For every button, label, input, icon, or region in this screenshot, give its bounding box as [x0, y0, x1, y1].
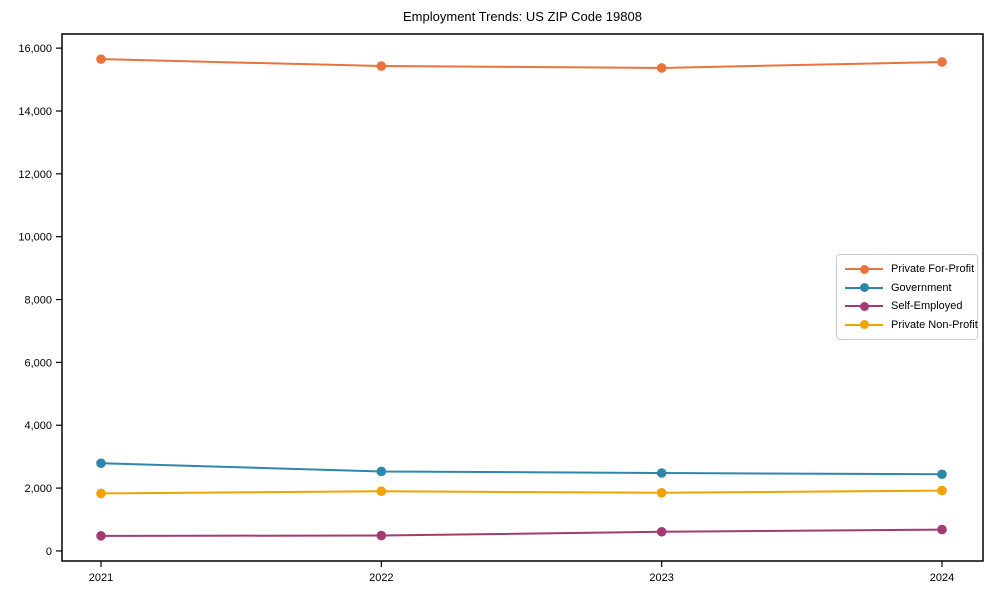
series-line-private-non-profit [100, 489, 943, 495]
y-tick-label: 10,000 [18, 232, 52, 244]
series-line-private-for-profit [100, 58, 943, 69]
data-point-self-employed [376, 530, 387, 541]
y-tick-label: 14,000 [18, 106, 52, 118]
data-point-private-for-profit [656, 63, 667, 73]
legend-item: Private For-Profit [845, 260, 974, 279]
legend-marker-icon [845, 319, 883, 330]
legend-item: Self-Employed [845, 297, 969, 316]
chart-title: Employment Trends: US ZIP Code 19808 [403, 9, 642, 24]
y-tick-label: 2,000 [24, 483, 52, 495]
y-tick-label: 12,000 [18, 169, 52, 181]
data-point-private-non-profit [656, 488, 667, 498]
legend-label: Government [891, 281, 952, 294]
y-tick-label: 8,000 [24, 295, 52, 307]
legend-label: Private For-Profit [891, 263, 975, 276]
legend-marker-icon [845, 282, 883, 293]
legend-item: Private Non-Profit [845, 316, 978, 335]
data-point-self-employed [656, 526, 667, 537]
plot-border [61, 33, 984, 562]
data-point-government [96, 458, 106, 469]
data-point-private-for-profit [96, 54, 106, 64]
legend: Private For-Profit Government Self-Employe… [836, 254, 978, 340]
data-point-government [937, 469, 947, 480]
data-point-private-for-profit [937, 57, 947, 67]
y-tick-label: 16,000 [18, 43, 52, 55]
y-tick-label: 6,000 [24, 357, 52, 369]
y-tick-label: 4,000 [24, 420, 52, 432]
data-point-private-non-profit [937, 485, 947, 496]
y-tick-label: 0 [46, 546, 52, 558]
data-point-private-non-profit [96, 488, 106, 499]
data-point-government [656, 468, 667, 478]
x-tick-label: 2022 [369, 572, 393, 584]
data-point-self-employed [937, 524, 947, 535]
legend-marker-icon [845, 264, 883, 275]
legend-label: Private Non-Profit [891, 318, 978, 331]
series-line-self-employed [100, 528, 943, 537]
data-point-private-non-profit [376, 486, 387, 497]
data-point-self-employed [96, 531, 106, 541]
x-tick-label: 2024 [930, 572, 954, 584]
legend-marker-icon [845, 301, 883, 312]
data-point-private-for-profit [376, 61, 387, 71]
legend-item: Government [845, 279, 969, 298]
x-tick-label: 2021 [89, 572, 113, 584]
x-tick-label: 2023 [649, 572, 673, 584]
legend-label: Self-Employed [891, 300, 963, 313]
series-line-government [100, 462, 943, 476]
data-point-government [376, 466, 387, 477]
